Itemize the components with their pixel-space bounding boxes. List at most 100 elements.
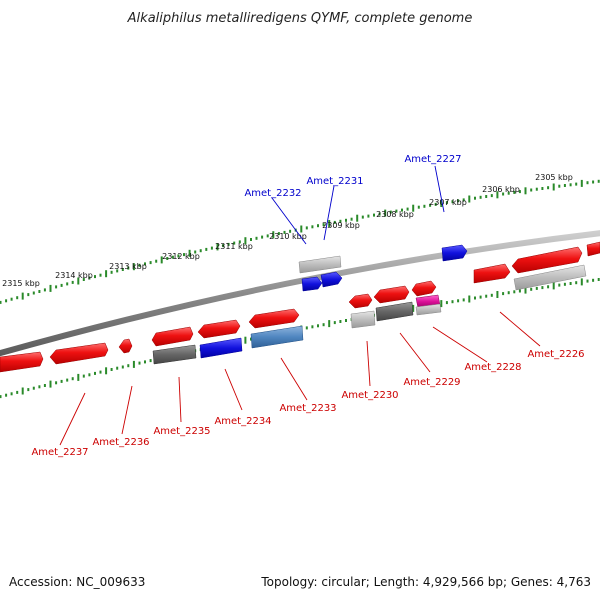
minor-tick bbox=[233, 241, 236, 245]
gene-arrow[interactable] bbox=[375, 301, 414, 322]
minor-tick bbox=[305, 226, 308, 230]
minor-tick bbox=[445, 301, 448, 305]
minor-tick bbox=[5, 393, 8, 397]
gene-label[interactable]: Amet_2229 bbox=[403, 377, 460, 388]
gene-arrow[interactable] bbox=[348, 293, 373, 309]
minor-tick bbox=[592, 278, 595, 282]
minor-tick bbox=[317, 224, 319, 228]
minor-tick bbox=[434, 202, 437, 206]
minor-tick bbox=[32, 291, 35, 295]
gene-label[interactable]: Amet_2233 bbox=[279, 403, 336, 414]
scale-label: 2314 kbp bbox=[55, 271, 93, 280]
label-leaders bbox=[59, 165, 541, 446]
gene-label[interactable]: Amet_2232 bbox=[244, 188, 301, 199]
minor-tick bbox=[60, 283, 63, 287]
gene-arrow[interactable] bbox=[511, 246, 583, 274]
minor-tick bbox=[27, 293, 30, 297]
gene-arrow[interactable] bbox=[441, 244, 468, 262]
minor-tick bbox=[177, 254, 180, 258]
major-tick bbox=[49, 380, 52, 388]
minor-tick bbox=[462, 198, 465, 202]
major-tick bbox=[21, 292, 24, 300]
major-tick bbox=[160, 256, 163, 264]
minor-tick bbox=[43, 384, 46, 387]
minor-tick bbox=[10, 297, 13, 301]
major-tick bbox=[496, 191, 499, 199]
major-tick bbox=[77, 277, 80, 285]
minor-tick bbox=[558, 184, 561, 188]
gene-label[interactable]: Amet_2235 bbox=[153, 426, 210, 437]
minor-tick bbox=[66, 378, 69, 382]
gene-arrow[interactable] bbox=[513, 264, 587, 291]
minor-tick bbox=[250, 337, 252, 341]
gene-arrow[interactable] bbox=[49, 342, 109, 365]
gene-label[interactable]: Amet_2237 bbox=[31, 447, 88, 458]
gene-arrow[interactable] bbox=[373, 285, 410, 304]
minor-tick bbox=[277, 232, 280, 236]
minor-tick bbox=[547, 285, 550, 289]
scale-label: 2307 kbp bbox=[429, 198, 467, 207]
gene-arrow[interactable] bbox=[298, 255, 342, 274]
minor-tick bbox=[71, 280, 74, 284]
gene-arrow[interactable] bbox=[152, 344, 197, 365]
scale-label: 2306 kbp bbox=[482, 185, 520, 194]
minor-tick bbox=[345, 319, 347, 322]
minor-tick bbox=[0, 300, 2, 304]
gene-arrow[interactable] bbox=[411, 280, 437, 297]
gene-arrow[interactable] bbox=[250, 325, 304, 349]
minor-tick bbox=[575, 281, 578, 285]
gene-label[interactable]: Amet_2236 bbox=[92, 437, 149, 448]
minor-tick bbox=[55, 381, 58, 385]
minor-tick bbox=[445, 201, 448, 205]
gene-label[interactable]: Amet_2231 bbox=[306, 176, 363, 187]
gene-arrow[interactable] bbox=[118, 338, 133, 354]
minor-tick bbox=[38, 385, 41, 389]
minor-tick bbox=[490, 194, 493, 198]
major-tick bbox=[384, 209, 387, 217]
gene-arrow[interactable] bbox=[350, 310, 376, 329]
scale-label: 2313 kbp bbox=[109, 262, 147, 271]
scale-label: 2310 kbp bbox=[269, 232, 307, 241]
major-tick bbox=[468, 295, 471, 303]
gene-arrow[interactable] bbox=[0, 351, 44, 373]
minor-tick bbox=[339, 219, 342, 223]
gene-label[interactable]: Amet_2226 bbox=[527, 349, 584, 360]
minor-tick bbox=[0, 395, 2, 399]
gene-label[interactable]: Amet_2228 bbox=[464, 362, 521, 373]
minor-tick bbox=[205, 247, 208, 251]
minor-tick bbox=[94, 275, 96, 279]
topology-summary: Topology: circular; Length: 4,929,566 bp… bbox=[260, 575, 591, 589]
major-tick bbox=[244, 237, 247, 245]
minor-tick bbox=[451, 300, 454, 304]
gene-label[interactable]: Amet_2234 bbox=[214, 416, 271, 427]
gene-arrow[interactable] bbox=[586, 241, 600, 257]
gene-label[interactable]: Amet_2227 bbox=[404, 154, 461, 165]
map-title: Alkaliphilus metalliredigens QYMF, compl… bbox=[127, 11, 473, 26]
minor-tick bbox=[535, 286, 538, 290]
gene-arrow[interactable] bbox=[415, 303, 442, 316]
gene-arrow[interactable] bbox=[199, 337, 243, 359]
minor-tick bbox=[10, 392, 13, 396]
gene-arrow[interactable] bbox=[320, 271, 343, 288]
major-tick bbox=[468, 195, 471, 203]
minor-tick bbox=[541, 286, 544, 290]
minor-tick bbox=[99, 370, 102, 374]
gene-arrow[interactable] bbox=[473, 263, 511, 284]
minor-tick bbox=[339, 320, 342, 323]
minor-tick bbox=[311, 225, 314, 229]
gene-arrow[interactable] bbox=[301, 276, 323, 292]
scale-label: 2308 kbp bbox=[376, 210, 414, 219]
gene-arrow[interactable] bbox=[248, 308, 300, 329]
gene-arrow[interactable] bbox=[197, 319, 241, 339]
major-tick bbox=[21, 387, 24, 395]
minor-tick bbox=[490, 293, 493, 297]
gene-label[interactable]: Amet_2230 bbox=[341, 390, 398, 401]
scale-label: 2311 kbp bbox=[215, 242, 253, 251]
major-tick bbox=[77, 373, 80, 381]
minor-tick bbox=[166, 257, 169, 260]
minor-tick bbox=[261, 235, 264, 239]
minor-tick bbox=[406, 207, 409, 211]
minor-tick bbox=[38, 290, 41, 293]
gene-arrow[interactable] bbox=[151, 326, 194, 347]
major-tick bbox=[272, 231, 275, 239]
